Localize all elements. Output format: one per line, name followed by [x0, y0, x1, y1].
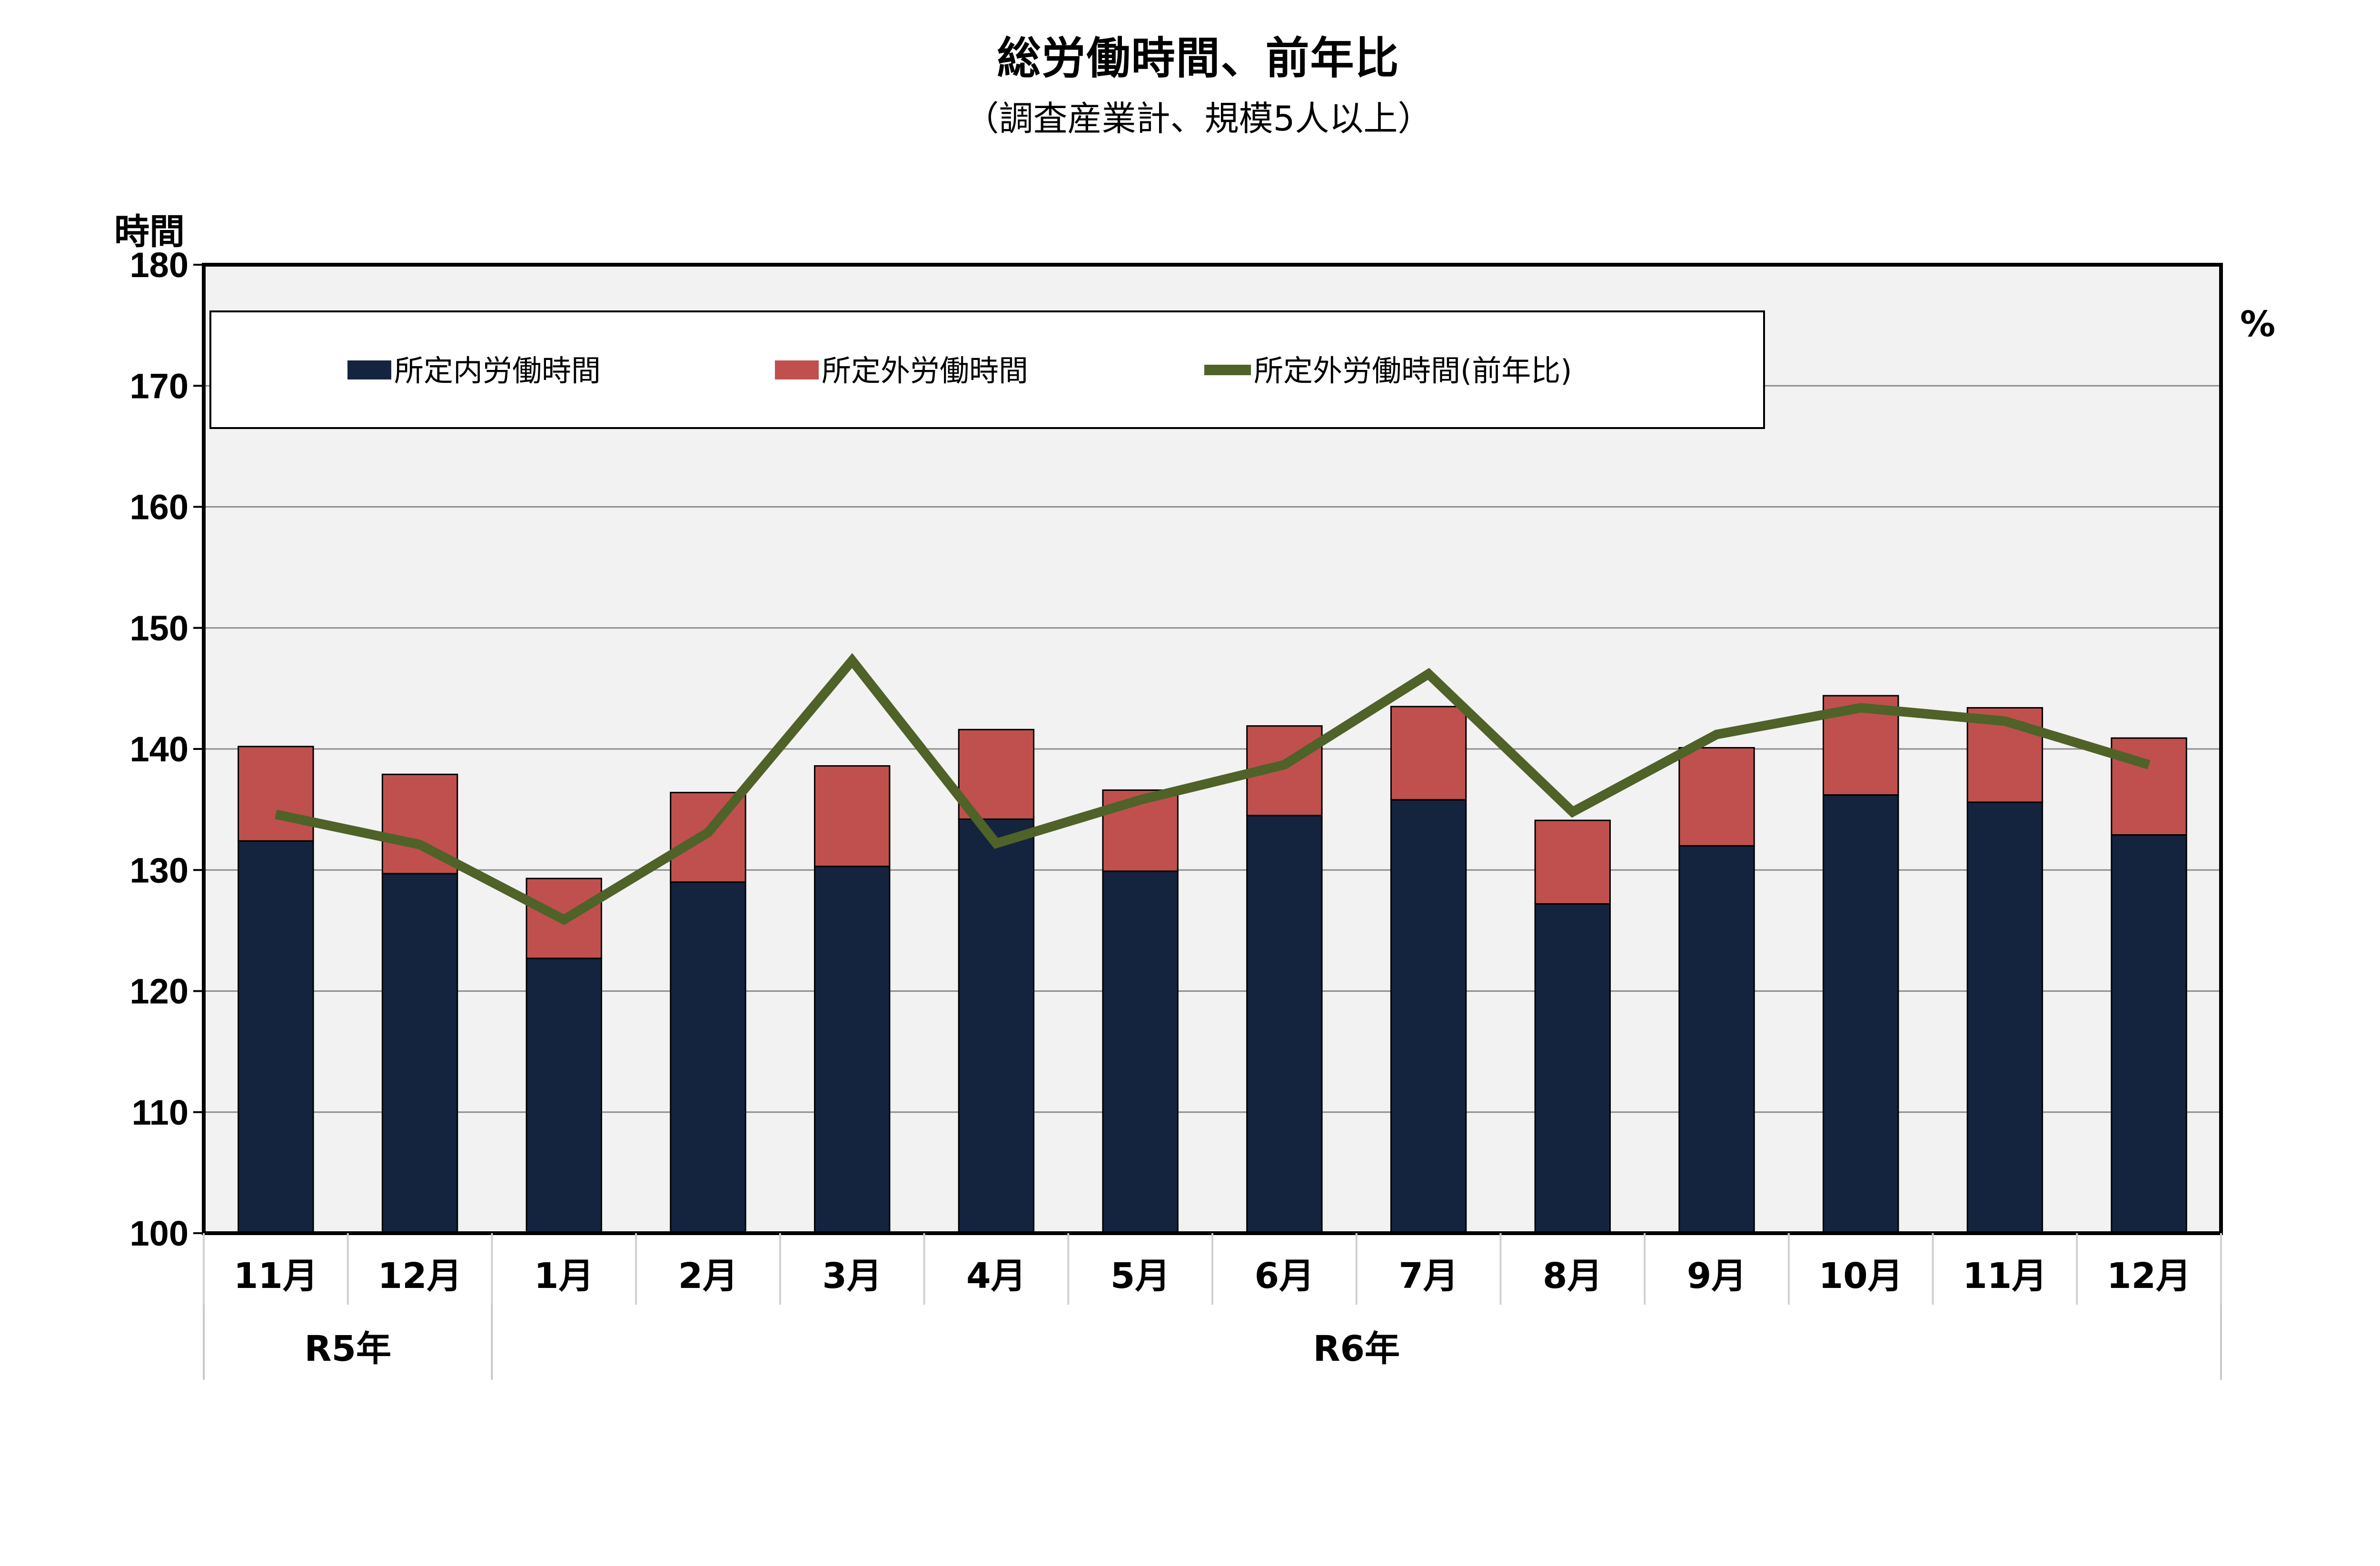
bar-overtime-hours — [1678, 747, 1755, 847]
year-group-label: R5年 — [304, 1328, 391, 1369]
bars — [238, 695, 2187, 1234]
chart-subtitle: （調査産業計、規模5人以上） — [964, 99, 1432, 139]
y-tick-label: 120 — [130, 972, 188, 1011]
bar-scheduled-hours — [1823, 794, 1899, 1234]
y-axis-right-label: % — [2240, 304, 2275, 345]
x-category-label: 8月 — [1543, 1256, 1603, 1297]
bar-overtime-hours — [238, 746, 314, 842]
bar-scheduled-hours — [1246, 815, 1323, 1234]
bar-scheduled-hours — [958, 818, 1035, 1234]
x-category-label: 7月 — [1398, 1256, 1458, 1297]
yoy-point — [2004, 720, 2005, 722]
bar-scheduled-hours — [1534, 903, 1611, 1234]
yoy-series-line — [275, 653, 2151, 925]
yoy-point — [275, 814, 277, 815]
x-category-label: 1月 — [534, 1256, 594, 1297]
bar-scheduled-hours — [814, 866, 891, 1234]
yoy-point — [419, 844, 421, 845]
y-tick-label: 160 — [130, 488, 188, 527]
yoy-point — [995, 843, 997, 844]
yoy-line — [275, 653, 2151, 925]
x-category-label: 10月 — [1819, 1256, 1903, 1297]
yoy-point — [1428, 673, 1429, 675]
legend: 所定内労働時間 所定外労働時間 所定外労働時間(前年比) — [209, 310, 1765, 429]
yoy-point — [1140, 799, 1141, 800]
bar-overtime-hours — [814, 765, 891, 868]
x-category-label: 6月 — [1255, 1256, 1315, 1297]
x-category-label: 12月 — [378, 1256, 462, 1297]
x-category-label: 11月 — [234, 1256, 318, 1297]
legend-label-yoy: 所定外労働時間(前年比) — [1254, 353, 1572, 388]
x-axis-year-groups: R5年 R6年 — [203, 1305, 2222, 1380]
yoy-point — [2148, 764, 2150, 766]
y-tick-label: 150 — [130, 608, 188, 648]
y-tick-label: 140 — [130, 729, 188, 769]
y-tick-label: 100 — [130, 1214, 188, 1253]
x-category-label: 2月 — [678, 1256, 738, 1297]
x-category-label: 12月 — [2107, 1256, 2191, 1297]
x-category-label: 9月 — [1687, 1256, 1747, 1297]
bar-scheduled-hours — [1966, 801, 2043, 1234]
x-category-label: 3月 — [822, 1256, 882, 1297]
y-tick-label: 130 — [130, 850, 188, 890]
yoy-point — [1572, 811, 1573, 813]
x-axis-categories: 11月 12月 1月 2月 3月 4月 5月 6月 7月 8月 9月 10月 11月 12月 — [203, 1233, 2222, 1305]
bar-scheduled-hours — [670, 881, 746, 1234]
bar-scheduled-hours — [2111, 834, 2187, 1234]
chart-title: 総労働時間、前年比 — [997, 33, 1400, 84]
bar-scheduled-hours — [1678, 845, 1755, 1234]
x-category-label: 11月 — [1963, 1256, 2047, 1297]
legend-label-scheduled: 所定内労働時間 — [394, 353, 601, 388]
bar-scheduled-hours — [1390, 799, 1467, 1234]
yoy-point — [563, 919, 565, 920]
bar-overtime-hours — [381, 773, 458, 875]
y-axis-ticks: 100 110 120 130 140 150 160 170 180 — [130, 245, 204, 1253]
y-axis-left-label: 時間 — [114, 211, 185, 252]
y-tick-label: 180 — [130, 245, 188, 285]
bar-scheduled-hours — [526, 958, 602, 1234]
y-tick-label: 110 — [132, 1093, 188, 1132]
yoy-point — [1284, 764, 1285, 766]
y-tick-label: 170 — [130, 366, 188, 406]
yoy-point — [852, 660, 853, 661]
bar-overtime-hours — [1390, 706, 1467, 801]
bar-scheduled-hours — [381, 873, 458, 1234]
x-category-label: 4月 — [966, 1256, 1026, 1297]
legend-label-overtime: 所定外労働時間 — [822, 353, 1028, 388]
yoy-point — [1716, 734, 1717, 735]
bar-scheduled-hours — [238, 840, 314, 1234]
legend-swatch-scheduled — [347, 360, 391, 379]
bar-overtime-hours — [1534, 819, 1611, 905]
x-category-label: 5月 — [1111, 1256, 1170, 1297]
legend-box — [209, 310, 1765, 429]
legend-swatch-overtime — [775, 360, 819, 379]
year-group-label: R6年 — [1313, 1328, 1399, 1369]
bar-scheduled-hours — [1102, 870, 1179, 1234]
yoy-point — [707, 832, 709, 833]
